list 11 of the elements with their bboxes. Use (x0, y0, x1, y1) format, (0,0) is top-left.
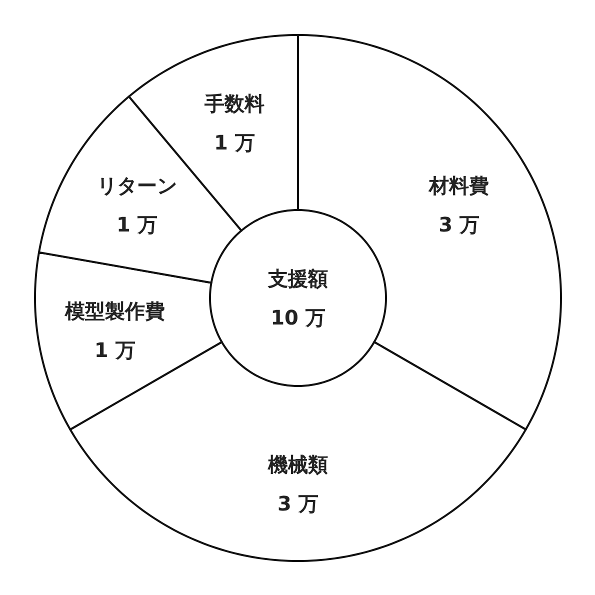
slice-label: 材料費 (428, 174, 490, 198)
slice-label: 手数料 (203, 92, 264, 116)
data-label: 1 万 (214, 130, 255, 155)
slice-label: 機械類 (267, 452, 328, 476)
data-label: 1 万 (116, 212, 158, 236)
slice-label: 模型製作費 (64, 298, 165, 323)
data-label: 3 万 (278, 492, 318, 516)
text: 支援額 10 万 (267, 266, 328, 330)
data-label: 1 万 (94, 338, 136, 362)
slice-label: リターン (96, 174, 177, 198)
data-label: 3 万 (438, 212, 480, 236)
